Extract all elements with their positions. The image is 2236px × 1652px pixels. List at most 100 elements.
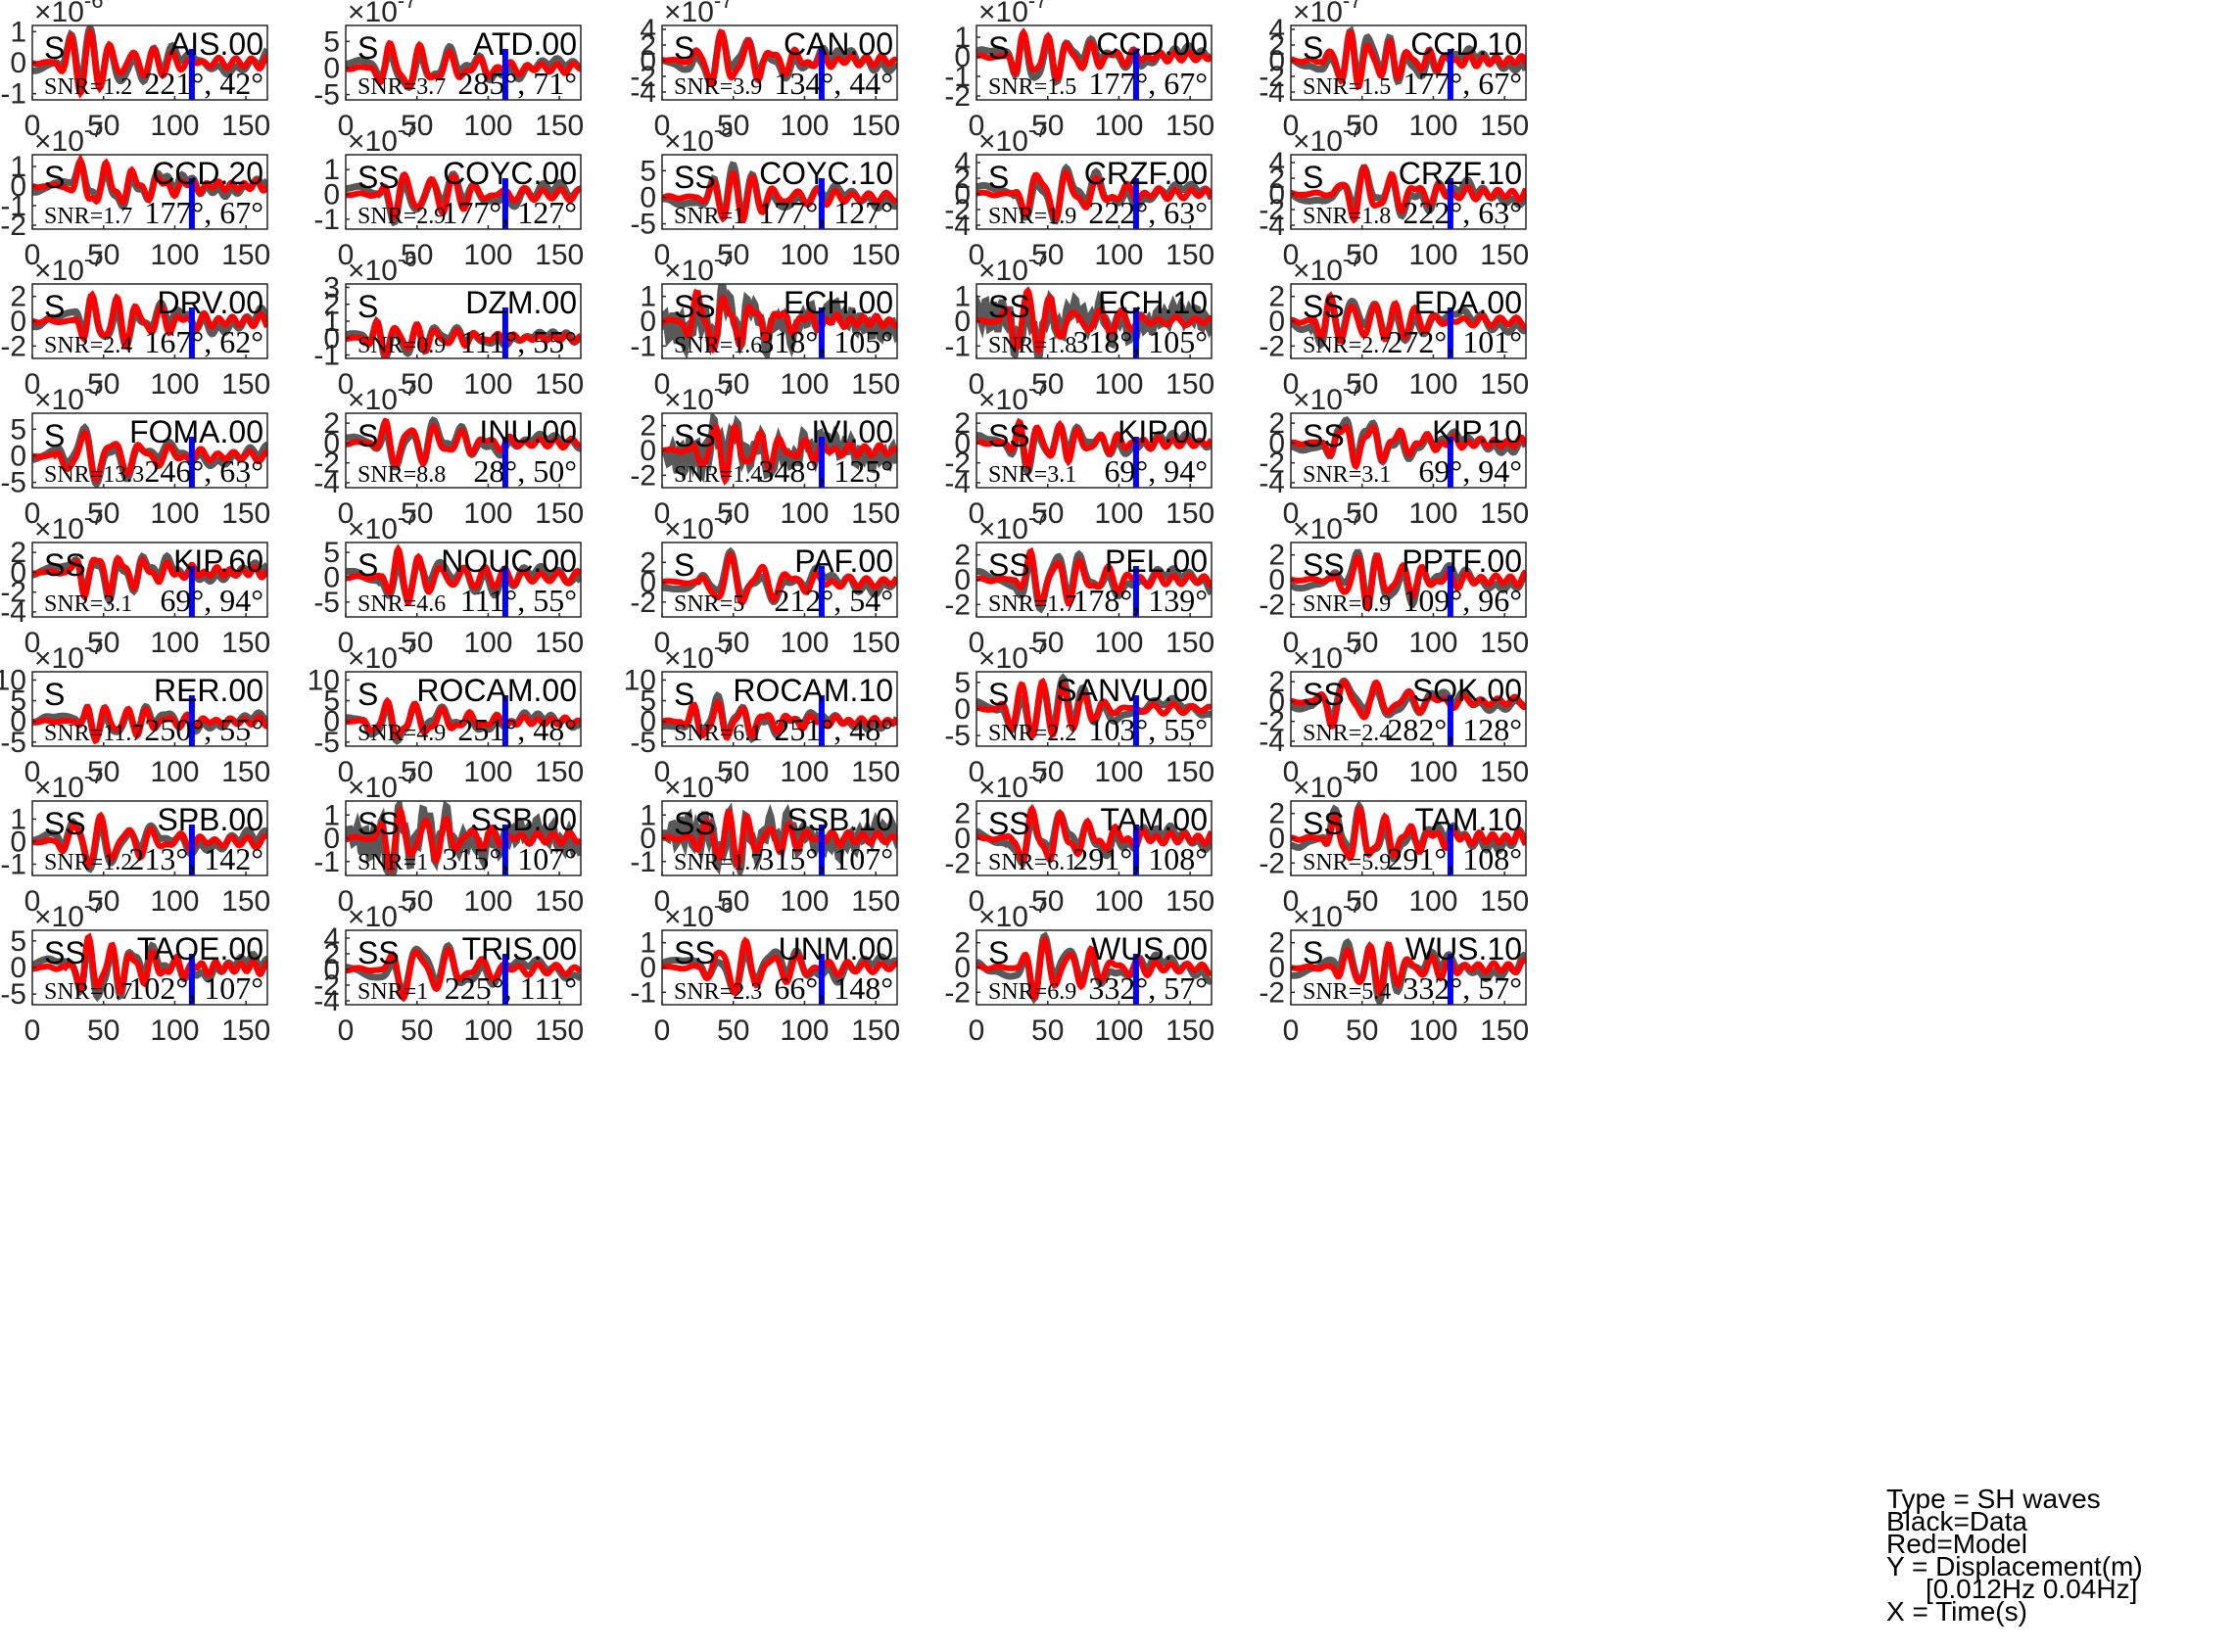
station-label: RER.00	[154, 673, 263, 708]
x-tick-label: 0	[654, 1015, 671, 1047]
station-label: COYC.10	[759, 156, 893, 191]
y-tick-label: 2	[10, 537, 26, 569]
axes-box	[661, 24, 898, 101]
x-tick-label: 100	[463, 239, 512, 271]
y-tick-label: -2	[1259, 976, 1285, 1009]
model-trace	[1291, 423, 1526, 471]
y-tick-label: -1	[0, 848, 26, 880]
azimuth-distance-label: 348°, 125°	[758, 453, 893, 489]
y-tick-label: -4	[1259, 76, 1285, 109]
phase-label: SS	[674, 160, 716, 195]
x-tick-label: 100	[1094, 1015, 1143, 1047]
phase-label: SS	[44, 547, 86, 583]
y-exponent: ×10-7	[664, 505, 733, 545]
y-tick-label: 2	[1268, 798, 1285, 830]
station-label: ECH.10	[1098, 285, 1208, 320]
y-tick-label: -1	[630, 846, 656, 878]
x-tick-label: 100	[150, 756, 199, 788]
y-tick-label: 5	[640, 685, 656, 718]
x-tick-label: 150	[1166, 627, 1214, 659]
x-tick-label: 50	[1031, 1015, 1064, 1047]
axes-box	[345, 671, 582, 747]
pick-marker	[1132, 695, 1139, 746]
azimuth-distance-label: 177°, 67°	[1403, 66, 1522, 101]
y-tick-label: 0	[323, 179, 340, 212]
station-label: KIP.00	[1118, 414, 1208, 449]
x-tick-label: 100	[780, 239, 829, 271]
pick-marker	[1132, 437, 1139, 488]
x-tick-label: 100	[463, 885, 512, 918]
y-tick-label: 0	[954, 952, 971, 984]
x-tick-label: 50	[1031, 110, 1064, 142]
pick-marker	[1132, 954, 1139, 1005]
pick-marker	[501, 178, 508, 229]
model-trace	[346, 417, 581, 468]
station-label: PPTF.00	[1402, 543, 1522, 579]
snr-label: SNR=1.2	[44, 74, 132, 100]
phase-label: S	[674, 30, 694, 66]
x-tick-label: 100	[1094, 497, 1143, 530]
y-exponent: ×10-7	[34, 505, 103, 545]
y-tick-label: 1	[640, 799, 656, 831]
axes-box	[1290, 412, 1527, 489]
x-tick-label: 100	[150, 497, 199, 530]
station-label: KIP.10	[1432, 414, 1522, 449]
phase-label: SS	[357, 935, 400, 970]
station-label: WUS.00	[1091, 931, 1208, 967]
x-tick-label: 150	[221, 1015, 270, 1047]
phase-label: S	[357, 547, 378, 583]
y-tick-label: 0	[640, 306, 656, 338]
x-tick-label: 50	[717, 239, 749, 271]
axes-box	[1290, 671, 1527, 747]
x-tick-label: 50	[401, 368, 433, 401]
axes-box	[661, 671, 898, 747]
y-tick-label: 0	[323, 322, 340, 354]
model-trace	[662, 698, 897, 741]
x-tick-label: 50	[1031, 368, 1064, 401]
model-trace	[32, 290, 267, 351]
x-tick-label: 100	[1094, 756, 1143, 788]
x-tick-label: 0	[969, 110, 985, 142]
x-tick-label: 50	[717, 368, 749, 401]
y-tick-label: 0	[323, 954, 340, 986]
x-tick-label: 0	[24, 756, 41, 788]
x-tick-label: 0	[654, 110, 671, 142]
y-tick-label: -2	[944, 448, 971, 480]
y-tick-label: -4	[630, 76, 656, 109]
y-tick-label: 5	[954, 667, 971, 699]
y-tick-label: 4	[1268, 147, 1285, 179]
phase-label: SS	[1303, 806, 1345, 841]
snr-label: SNR=13.3	[44, 462, 144, 488]
pick-marker	[1447, 49, 1453, 100]
x-tick-label: 0	[654, 368, 671, 401]
y-tick-label: 1	[10, 151, 26, 183]
y-tick-label: -2	[944, 194, 971, 226]
azimuth-distance-label: 28°, 50°	[473, 453, 577, 489]
azimuth-distance-label: 291°, 108°	[1387, 841, 1522, 876]
y-exponent: ×10-7	[34, 118, 103, 158]
station-label: DZM.00	[465, 285, 577, 320]
x-tick-label: 150	[535, 239, 584, 271]
y-exponent: ×10-7	[34, 893, 103, 933]
snr-label: SNR=5.9	[1303, 850, 1391, 875]
y-tick-label: -5	[0, 727, 26, 759]
x-tick-label: 150	[1480, 1015, 1529, 1047]
x-tick-label: 150	[221, 756, 270, 788]
y-tick-label: 1	[323, 306, 340, 338]
x-tick-label: 150	[1166, 239, 1214, 271]
snr-label: SNR=0.9	[357, 333, 446, 358]
y-exponent: ×10-7	[34, 376, 103, 416]
snr-label: SNR=0.9	[1303, 591, 1391, 617]
snr-label: SNR=1.8	[1303, 204, 1391, 229]
y-tick-label: -2	[1259, 706, 1285, 738]
station-label: UNM.00	[779, 931, 893, 967]
y-tick-label: -2	[944, 589, 971, 621]
